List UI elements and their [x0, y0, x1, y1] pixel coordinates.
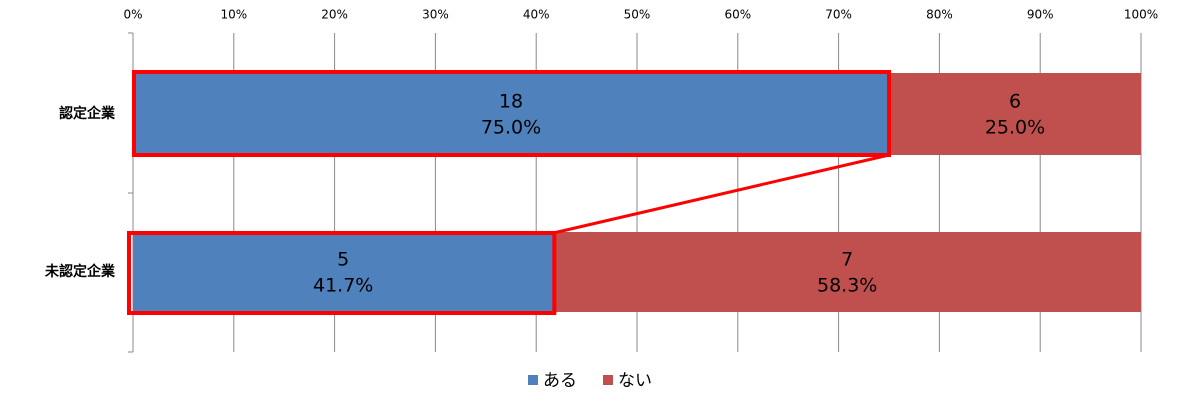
legend-swatch	[528, 375, 538, 385]
bar-segment	[133, 73, 889, 155]
x-tick-label: 0%	[123, 8, 142, 22]
x-tick-label: 50%	[624, 8, 651, 22]
x-tick-label: 80%	[926, 8, 953, 22]
bar-segment	[133, 232, 554, 312]
count-label: 6	[1009, 91, 1021, 113]
category-label: 認定企業	[59, 105, 116, 122]
category-label: 未認定企業	[45, 263, 116, 280]
x-tick-label: 10%	[220, 8, 247, 22]
count-label: 7	[841, 249, 853, 271]
x-tick-label: 70%	[825, 8, 852, 22]
x-tick-label: 90%	[1027, 8, 1054, 22]
bar-segment	[889, 73, 1141, 155]
value-label: 75.0%	[481, 117, 541, 139]
x-tick-label: 100%	[1124, 8, 1158, 22]
highlight-box	[127, 231, 557, 315]
highlight-connector	[552, 153, 890, 235]
x-tick-label: 20%	[321, 8, 348, 22]
legend-label: ない	[618, 371, 652, 391]
count-label: 5	[337, 249, 349, 271]
bar-segment	[553, 232, 1141, 312]
legend-swatch	[603, 375, 613, 385]
value-label: 41.7%	[313, 275, 373, 297]
x-tick-label: 40%	[523, 8, 550, 22]
x-tick-label: 30%	[422, 8, 449, 22]
highlight-box	[132, 70, 891, 157]
value-label: 25.0%	[985, 117, 1045, 139]
count-label: 18	[499, 91, 523, 113]
legend-label: ある	[543, 371, 577, 391]
x-tick-label: 60%	[724, 8, 751, 22]
value-label: 58.3%	[817, 275, 877, 297]
